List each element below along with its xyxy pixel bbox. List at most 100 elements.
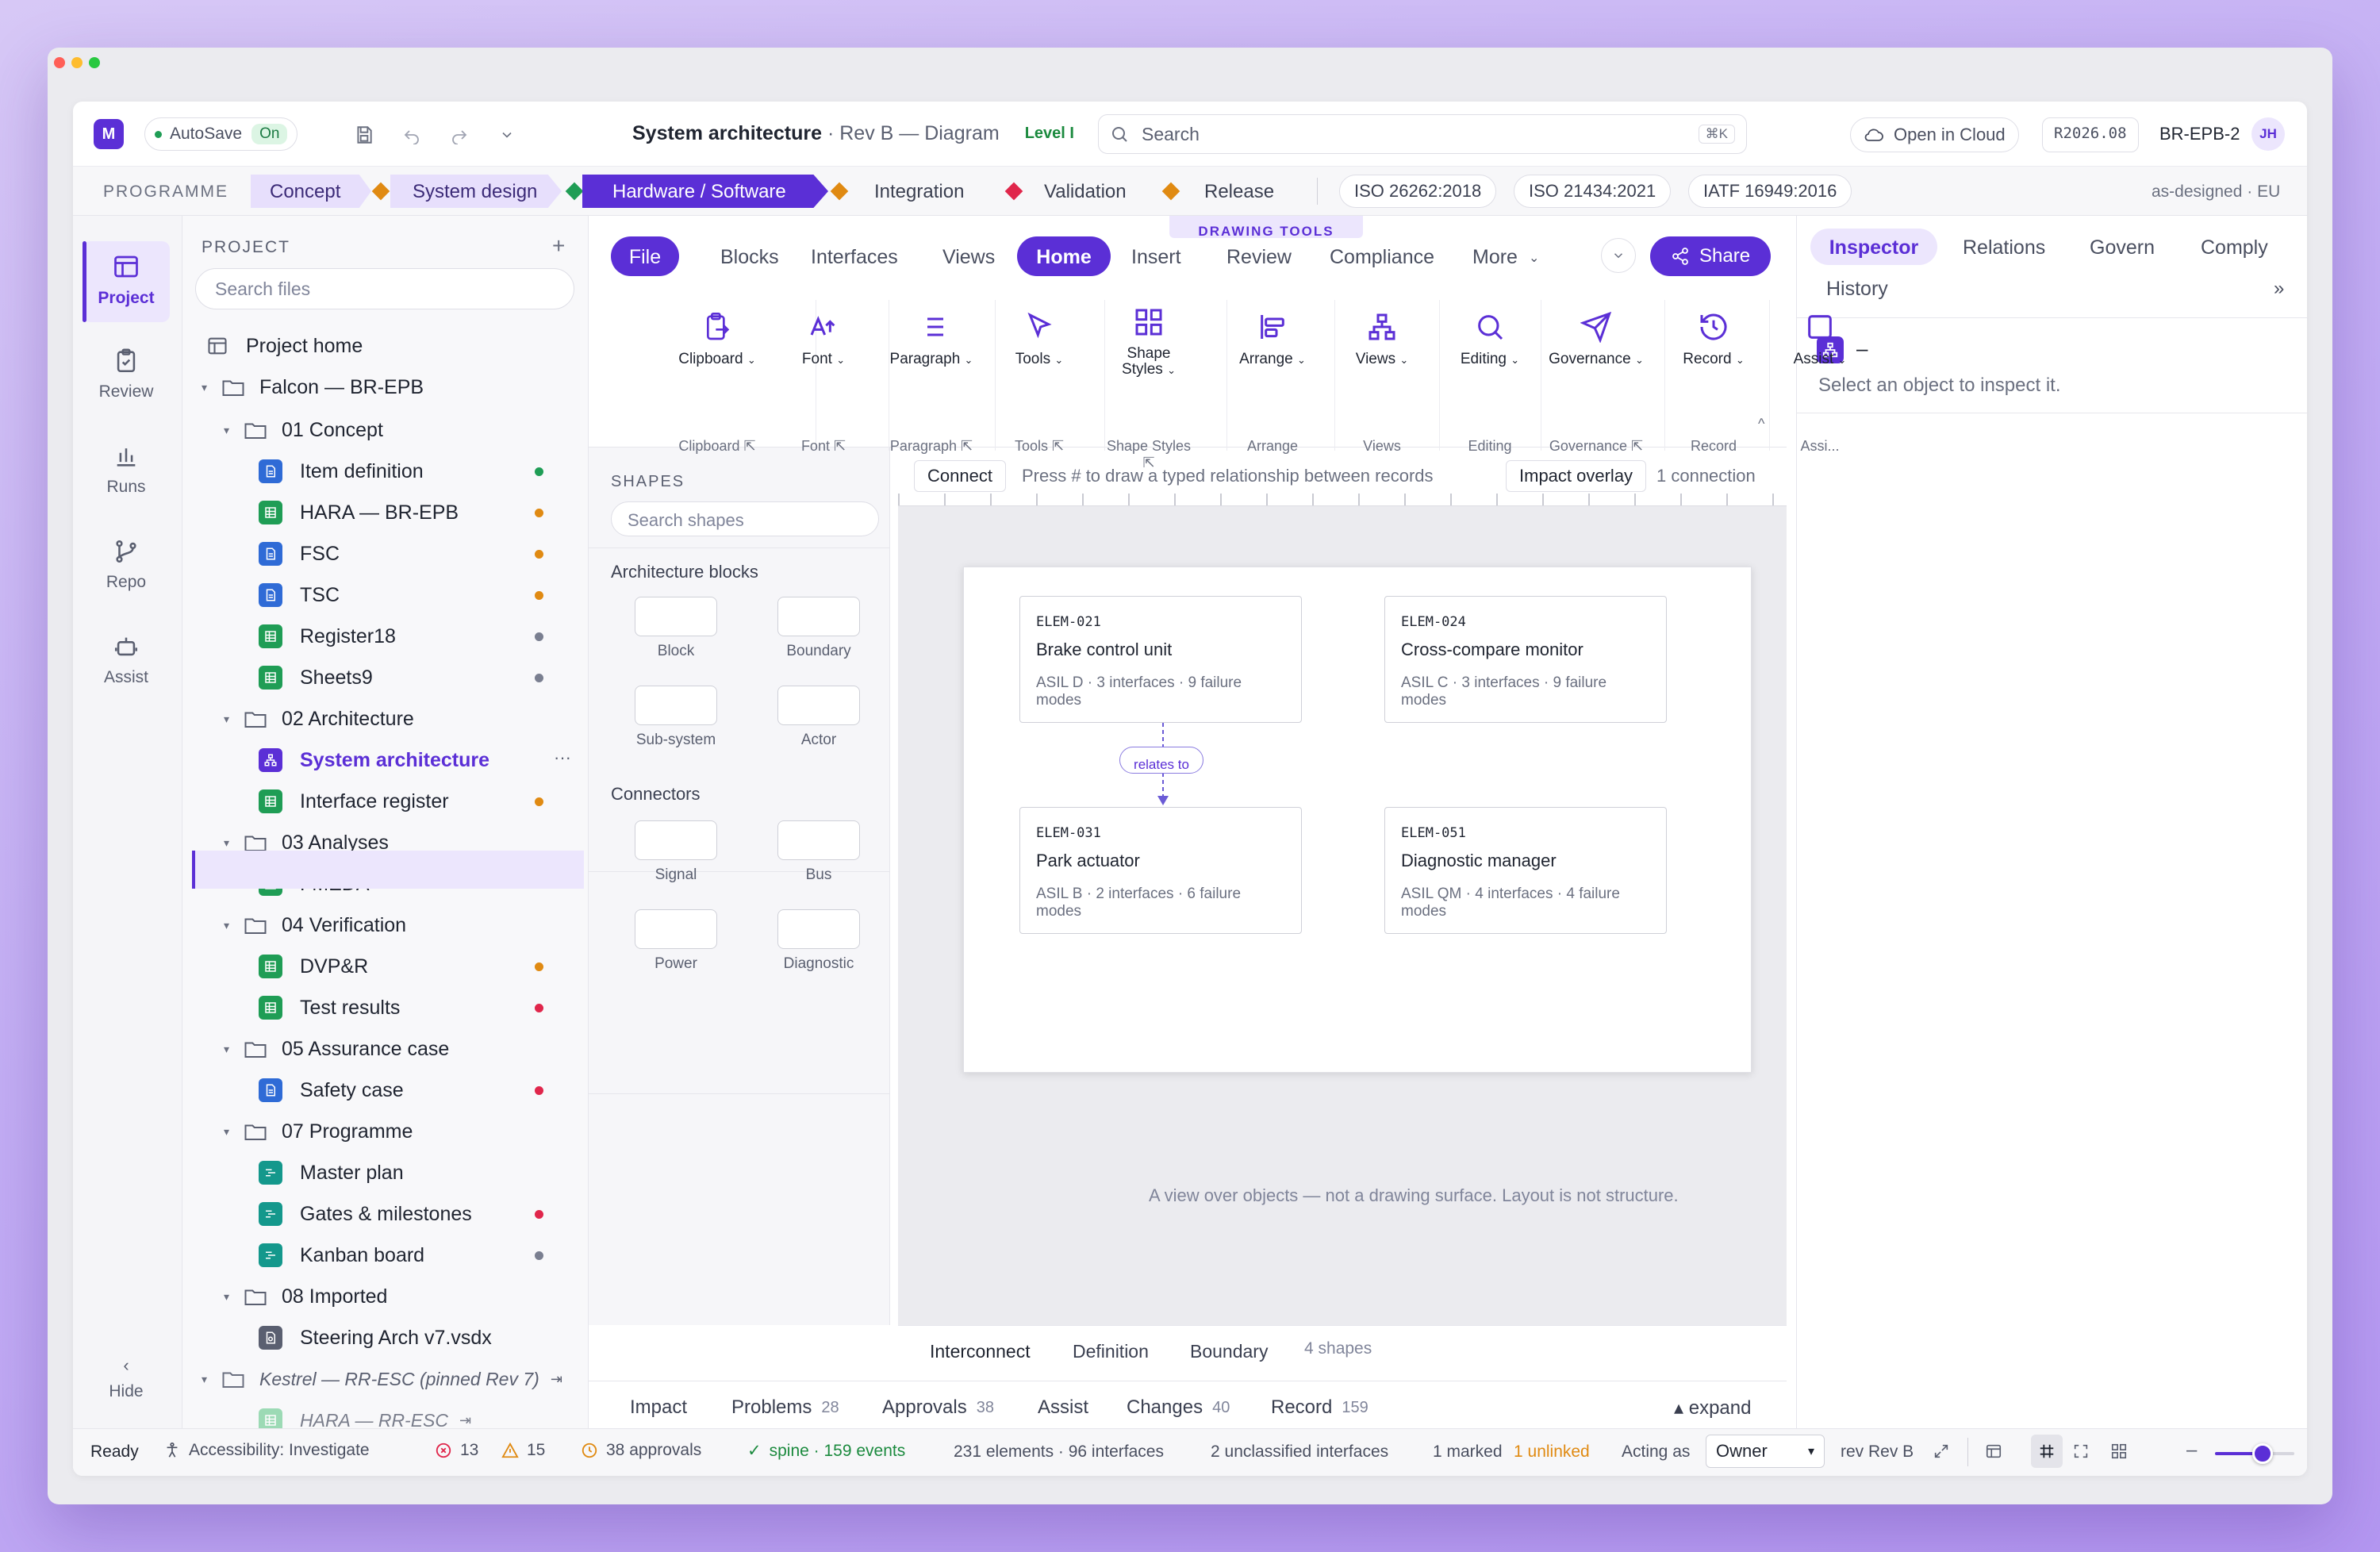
shape-tile[interactable] [777,686,860,725]
quick-access-chevron-icon[interactable] [495,123,519,147]
tab-home[interactable]: Home [1017,236,1111,276]
phase-integration-label[interactable]: Integration [874,181,965,202]
standard-iso26262[interactable]: ISO 26262:2018 [1339,175,1497,208]
tree-folder[interactable]: ▾ 07 Programme [224,1114,413,1149]
expand-button[interactable]: ▴ expand [1674,1397,1752,1419]
ribbon-views-button[interactable]: Views ⌄ [1334,311,1430,368]
role-select[interactable]: Owner ▾ [1706,1435,1825,1468]
tab-views[interactable]: Views [942,246,996,268]
phase-concept[interactable] [251,175,371,208]
tree-file[interactable]: TSC [259,578,340,613]
window-close-dot[interactable] [54,57,65,68]
save-icon[interactable] [352,123,376,147]
ribbon-clipboard-button[interactable]: Clipboard ⌄ [670,311,765,368]
tree-file[interactable]: Gates & milestones [259,1197,472,1231]
status-unlinked[interactable]: 1 unlinked [1514,1443,1590,1461]
tab-blocks[interactable]: Blocks [720,246,779,268]
tree-pinned-file[interactable]: HARA — RR-ESC ⇥ [259,1403,471,1438]
grid-view-button[interactable] [2031,1435,2063,1468]
shape-tile[interactable] [777,597,860,636]
phase-hardware-software[interactable] [582,175,828,208]
layout-icon[interactable] [1983,1441,2004,1462]
phase-validation-label[interactable]: Validation [1044,181,1127,202]
element-card[interactable]: ELEM-021 Brake control unit ASIL D · 3 i… [1019,596,1302,723]
view-tab-boundary[interactable]: Boundary [1190,1341,1269,1362]
bottom-tab-assist[interactable]: Assist [1038,1396,1088,1419]
view-tab-interconnect[interactable]: Interconnect [930,1341,1031,1362]
standard-iatf16949[interactable]: IATF 16949:2016 [1688,175,1852,208]
tree-file[interactable]: FSC [259,536,340,571]
connect-button[interactable]: Connect [914,460,1006,492]
element-card[interactable]: ELEM-051 Diagnostic manager ASIL QM · 4 … [1384,807,1667,934]
tree-project-home[interactable]: Project home [206,328,363,363]
search-box[interactable]: Search ⌘K [1098,114,1747,154]
shape-tile[interactable] [777,909,860,949]
tree-file[interactable]: Safety case [259,1073,404,1108]
tree-folder[interactable]: ▾ 08 Imported [224,1279,387,1314]
rail-runs[interactable]: Runs [83,443,170,497]
view-tab-definition[interactable]: Definition [1073,1341,1149,1362]
tree-file[interactable]: Master plan [259,1155,404,1190]
window-minimize-dot[interactable] [71,57,83,68]
relation-label[interactable]: relates to [1119,747,1203,774]
ribbon-arrange-button[interactable]: Arrange ⌄ [1225,311,1320,368]
phase-system-design[interactable] [390,175,562,208]
status-accessibility[interactable]: Accessibility: Investigate [163,1441,370,1460]
ribbon-assist-button[interactable]: Assist ⌄ [1772,311,1868,368]
expand-diagonal-icon[interactable] [1931,1441,1952,1462]
tab-interfaces[interactable]: Interfaces [811,246,898,268]
standard-iso21434[interactable]: ISO 21434:2021 [1514,175,1672,208]
shape-tile[interactable] [777,820,860,860]
impact-overlay-button[interactable]: Impact overlay [1506,460,1647,492]
avatar[interactable]: JH [2251,117,2285,151]
tab-insert[interactable]: Insert [1131,246,1181,268]
ribbon-editing-button[interactable]: Editing ⌄ [1442,311,1537,368]
rail-repo[interactable]: Repo [83,538,170,592]
bottom-tab-approvals[interactable]: Approvals 38 [882,1396,994,1419]
ribbon-paragraph-button[interactable]: Paragraph ⌄ [884,311,979,368]
shape-tile[interactable] [635,686,717,725]
ribbon-record-button[interactable]: Record ⌄ [1666,311,1761,368]
tab-file[interactable]: File [611,236,679,276]
status-errors[interactable]: 13 [435,1441,478,1460]
autosave-toggle[interactable]: AutoSave On [144,117,298,151]
inspector-tab-govern[interactable]: Govern [2090,236,2155,259]
ribbon-governance-button[interactable]: Governance ⌄ [1549,311,1644,368]
tree-folder[interactable]: ▾ 05 Assurance case [224,1031,449,1066]
phase-release-label[interactable]: Release [1204,181,1275,202]
share-button[interactable]: Share [1650,236,1771,276]
app-logo[interactable]: M [94,119,124,149]
tree-folder[interactable]: ▾ 03 Analyses [224,825,389,860]
shape-tile[interactable] [635,597,717,636]
tree-file[interactable]: Steering Arch v7.vsdx [259,1320,492,1355]
inspector-overflow-icon[interactable]: » [2274,278,2285,299]
ribbon-collapse-caret-icon[interactable]: ^ [1758,416,1765,432]
inspector-tab-history[interactable]: History [1826,278,1888,300]
shape-tile[interactable] [635,820,717,860]
tree-search-input[interactable]: Search files [195,268,574,309]
tree-file[interactable]: Register18 [259,619,396,654]
rail-hide-button[interactable]: ‹ Hide [83,1355,170,1401]
tree-file[interactable]: Interface register [259,784,449,819]
shape-tile[interactable] [635,909,717,949]
shapes-search-input[interactable]: Search shapes [611,501,879,536]
bottom-tab-record[interactable]: Record 159 [1271,1396,1368,1419]
tree-file[interactable]: DVP&R [259,949,368,984]
ribbon-shape-styles-button[interactable]: Shape Styles ⌄ [1105,306,1192,378]
tree-file[interactable]: Item definition [259,454,424,489]
canvas-page[interactable]: ELEM-021 Brake control unit ASIL D · 3 i… [963,567,1752,1073]
zoom-slider-thumb[interactable] [2252,1443,2273,1464]
zoom-slider[interactable] [2215,1443,2294,1464]
release-badge[interactable]: R2026.08 [2042,117,2139,152]
zoom-out-button[interactable]: – [2186,1439,2198,1461]
window-zoom-dot[interactable] [89,57,100,68]
inspector-tab-relations[interactable]: Relations [1963,236,2046,259]
inspector-tab-comply[interactable]: Comply [2201,236,2268,259]
more-actions-icon[interactable]: ··· [554,747,571,767]
tree-file[interactable]: Kanban board [259,1238,424,1273]
tree-folder[interactable]: ▾ 02 Architecture [224,701,414,736]
redo-icon[interactable] [447,123,471,147]
status-spine[interactable]: ✓ spine · 159 events [747,1441,905,1461]
add-file-icon[interactable]: + [552,233,566,258]
tree-file[interactable]: HARA — BR-EPB [259,495,459,530]
